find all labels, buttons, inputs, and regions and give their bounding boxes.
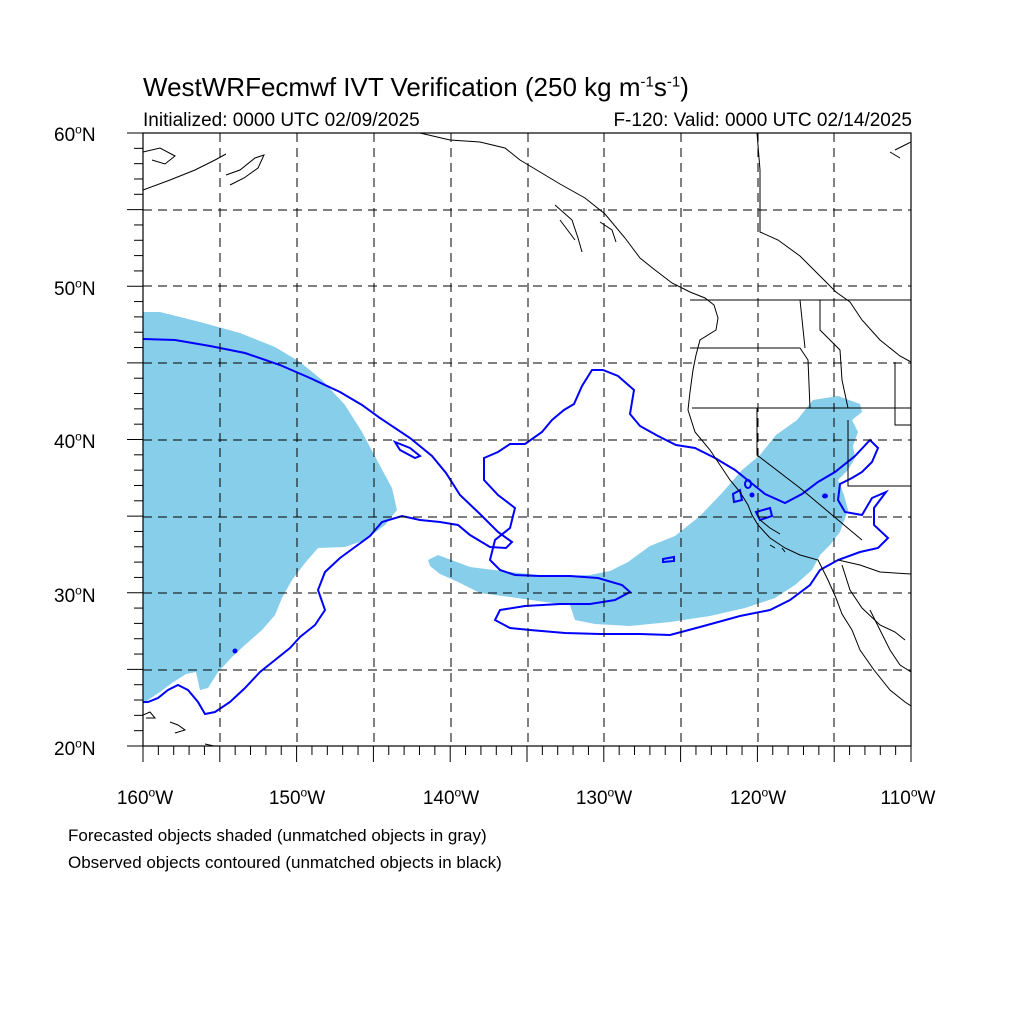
observed-blob [232,648,238,654]
legend-note-observed: Observed objects contoured (unmatched ob… [68,853,502,872]
graticule [143,133,911,746]
coastlines [143,133,911,746]
observed-blob [731,488,744,504]
forecast-object-east [428,396,862,626]
lat-label-40n: 40oN [54,430,96,454]
observed-blob [392,439,422,460]
lon-label-120w: 120oW [729,786,787,810]
init-time-label: Initialized: 0000 UTC 02/09/2025 [143,110,420,131]
lon-label-140w: 140oW [422,786,480,810]
observed-object-east [483,369,890,637]
lon-label-150w: 150oW [268,786,326,810]
legend-note-forecast: Forecasted objects shaded (unmatched obj… [68,826,487,845]
observed-blob [662,555,675,564]
valid-time-label: F-120: Valid: 0000 UTC 02/14/2025 [613,110,912,131]
lat-label-60n: 60oN [54,123,96,147]
lon-label-110w: 110oW [880,786,936,810]
forecast-object-west [143,312,397,704]
chart-title: WestWRFecmwf IVT Verification (250 kg m-… [143,72,689,102]
lat-label-50n: 50oN [54,277,96,301]
observed-blob [822,493,828,499]
lon-label-160w: 160oW [116,786,174,810]
axis-ticks [127,132,912,762]
lat-label-30n: 30oN [54,584,96,608]
observed-object-west [143,338,514,716]
lon-label-130w: 130oW [575,786,633,810]
observed-blob [744,479,752,489]
lat-label-20n: 20oN [54,737,96,761]
observed-blob [749,492,755,498]
